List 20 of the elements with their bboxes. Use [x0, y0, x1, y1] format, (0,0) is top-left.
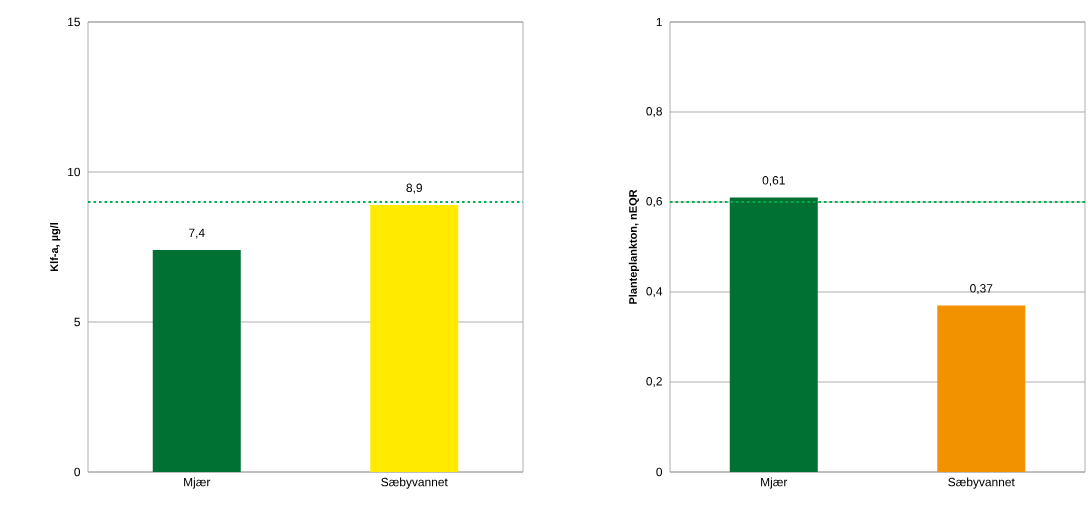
x-tick-label: Sæbyvannet — [948, 477, 1015, 489]
y-tick-label: 0,4 — [646, 287, 663, 297]
data-label: 0,61 — [762, 176, 785, 186]
y-tick-label: 0,2 — [646, 377, 662, 387]
data-label: 0,37 — [970, 284, 993, 294]
y-tick-label: 0 — [74, 467, 81, 477]
y-tick-label: 0 — [656, 467, 663, 477]
y-axis-title: Klf-a, µg/l — [50, 223, 61, 272]
y-axis-title: Planteplankton, nEQR — [628, 189, 640, 304]
data-label: 8,9 — [406, 183, 422, 194]
x-tick-label: Mjær — [761, 477, 788, 489]
y-tick-label: 1 — [656, 17, 662, 27]
y-tick-label: 0,6 — [646, 197, 662, 207]
y-tick-label: 10 — [68, 167, 81, 177]
y-tick-label: 5 — [74, 317, 80, 327]
x-tick-label: Mjær — [184, 477, 211, 489]
x-tick-label: Sæbyvannet — [381, 477, 448, 489]
data-label: 7,4 — [189, 228, 205, 239]
y-tick-label: 15 — [68, 17, 80, 27]
y-tick-label: 0,8 — [646, 107, 662, 117]
